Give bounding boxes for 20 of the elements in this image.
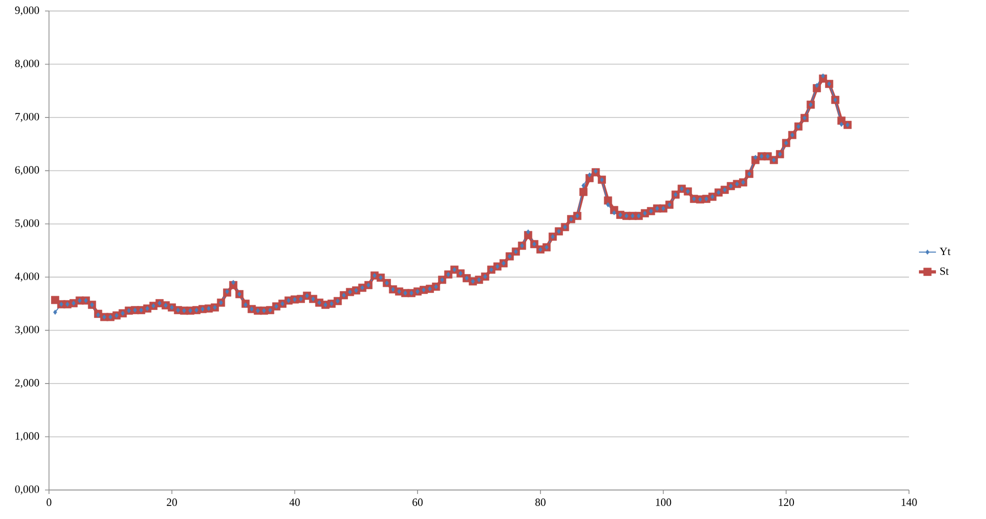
x-tick-label: 20 [166,498,177,506]
y-tick-label: 6,000 [15,166,40,176]
x-tick-label: 100 [656,498,672,506]
y-tick-label: 2,000 [15,379,40,388]
x-tick-label: 60 [412,498,423,506]
y-tick-label: 9,000 [15,6,40,16]
y-tick-label: 4,000 [14,272,40,282]
legend-label: Yt [940,248,950,256]
x-tick-label: 120 [778,498,794,506]
x-tick-label: 0 [46,498,52,506]
y-tick-label: 5,000 [15,219,40,228]
y-tick-label: 7,000 [15,112,40,122]
y-tick-label: 1,000 [16,432,40,442]
legend-label: St [940,267,949,275]
x-tick-label: 140 [902,498,917,506]
x-tick-label: 40 [289,498,300,506]
y-tick-label: 0,000 [15,486,40,494]
y-tick-label: 3,000 [15,326,40,335]
x-tick-label: 80 [535,498,546,506]
y-tick-label: 8,000 [15,60,40,69]
